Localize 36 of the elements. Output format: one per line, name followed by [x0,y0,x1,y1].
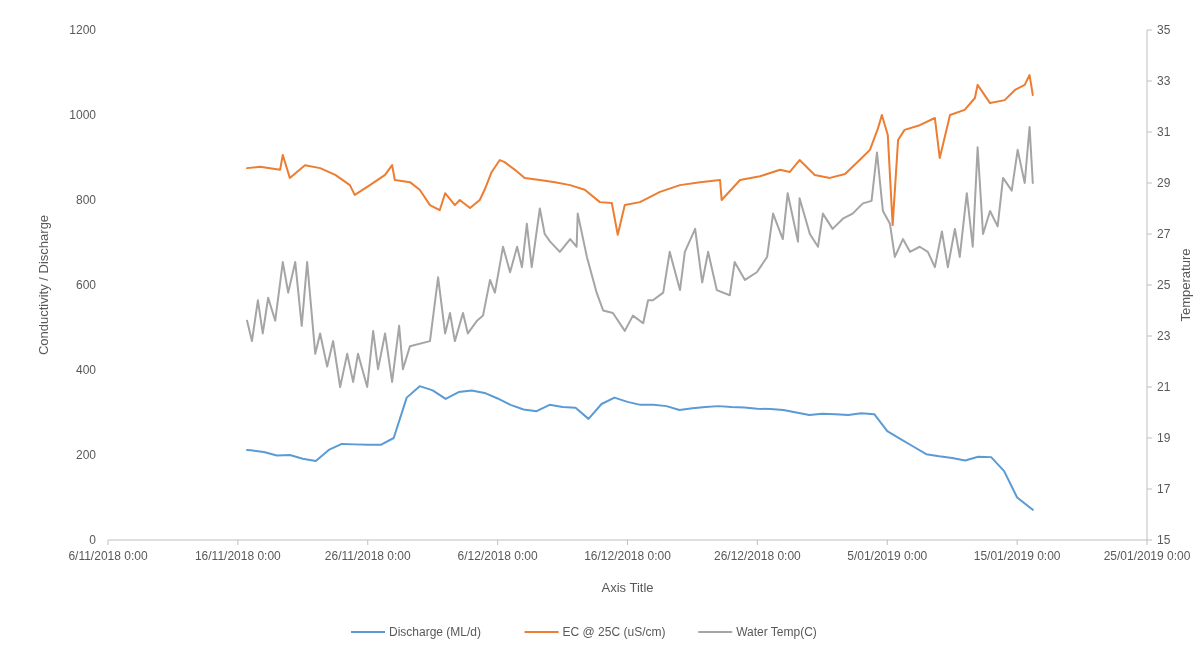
x-tick-label: 25/01/2019 0:00 [1103,549,1191,563]
x-tick-label: 5/01/2019 0:00 [847,549,928,563]
legend-label: Discharge (ML/d) [389,625,482,639]
legend-label: Water Temp(C) [736,625,817,639]
y-tick-label: 0 [89,533,97,547]
y2-tick-label: 19 [1157,431,1171,445]
y-tick-label: 1000 [69,108,97,122]
line-series [246,74,1034,236]
y2-tick-label: 25 [1157,278,1171,292]
y2-tick-label: 35 [1157,23,1171,37]
y2-tick-label: 29 [1157,176,1171,190]
y2-tick-label: 33 [1157,74,1171,88]
y2-tick-label: 31 [1157,125,1171,139]
y-tick-label: 1200 [69,23,97,37]
y-tick-label: 800 [75,193,97,207]
y-tick-label: 400 [75,363,97,377]
x-tick-label: 16/12/2018 0:00 [584,549,672,563]
y2-tick-label: 27 [1157,227,1171,241]
y2-tick-label: 21 [1157,380,1171,394]
y-tick-label: 200 [75,448,97,462]
y2-tick-label: 15 [1157,533,1171,547]
y-axis-title: Conductivity / Discharge [36,214,51,356]
x-axis-title: Axis Title [601,580,654,595]
x-tick-label: 6/12/2018 0:00 [457,549,538,563]
line-series [246,385,1034,511]
x-tick-label: 26/12/2018 0:00 [714,549,802,563]
x-tick-label: 16/11/2018 0:00 [194,549,282,563]
y-tick-label: 600 [75,278,97,292]
y2-axis-title: Temperature [1178,248,1193,322]
y2-tick-label: 17 [1157,482,1171,496]
line-series [246,125,1034,388]
x-tick-label: 15/01/2019 0:00 [973,549,1061,563]
x-tick-label: 6/11/2018 0:00 [68,549,148,563]
y2-tick-label: 23 [1157,329,1171,343]
x-tick-label: 26/11/2018 0:00 [324,549,411,563]
legend-label: EC @ 25C (uS/cm) [562,625,666,639]
